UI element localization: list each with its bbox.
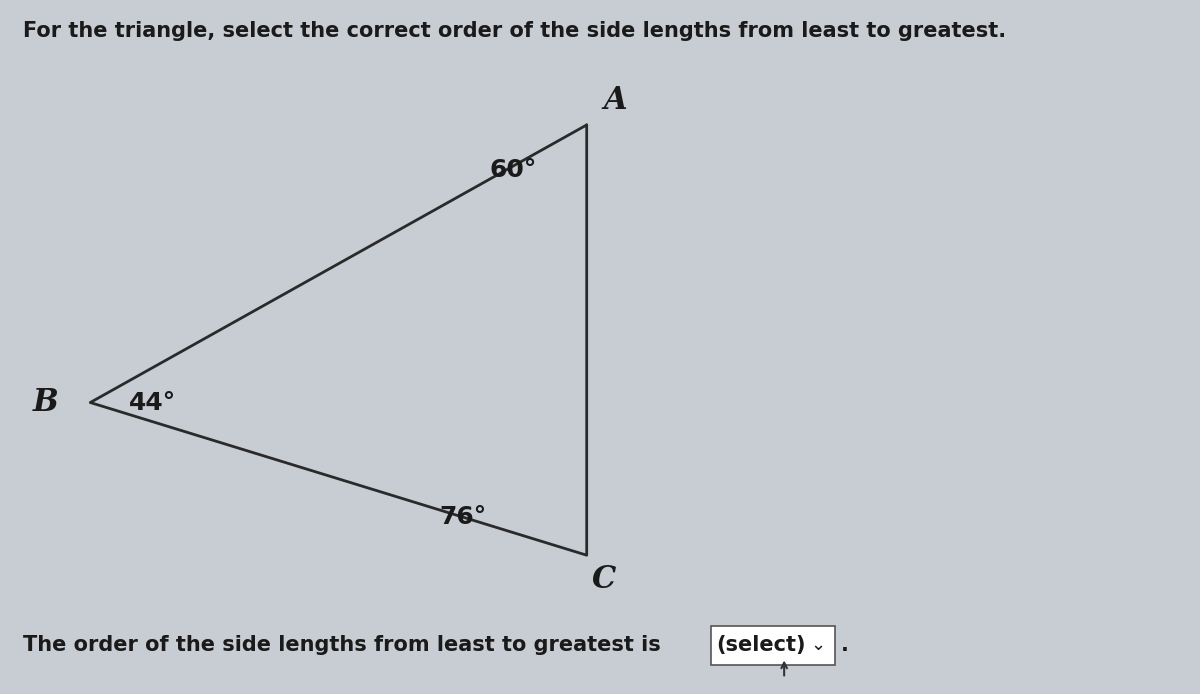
Text: ⌄: ⌄ [810, 636, 826, 654]
Text: 44°: 44° [128, 391, 176, 414]
Text: 60°: 60° [490, 158, 538, 182]
Text: 76°: 76° [439, 505, 486, 529]
Text: A: A [604, 85, 626, 116]
Text: The order of the side lengths from least to greatest is: The order of the side lengths from least… [23, 636, 660, 655]
FancyBboxPatch shape [710, 626, 835, 665]
Text: .: . [840, 636, 848, 655]
Text: C: C [592, 564, 616, 595]
Text: (select): (select) [716, 636, 806, 655]
Text: For the triangle, select the correct order of the side lengths from least to gre: For the triangle, select the correct ord… [23, 21, 1006, 41]
Text: B: B [32, 387, 58, 418]
